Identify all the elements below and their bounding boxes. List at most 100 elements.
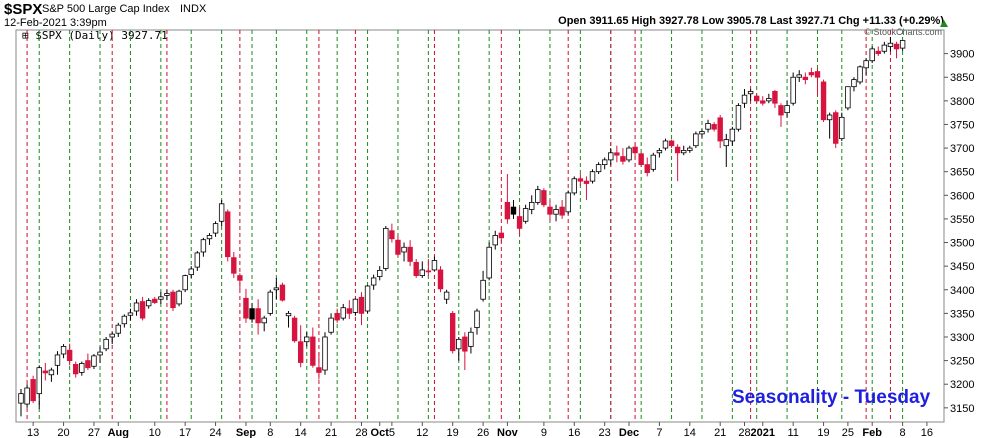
candle-body	[225, 211, 231, 258]
candle	[145, 298, 152, 309]
candle-body	[194, 252, 201, 268]
candle-body	[54, 354, 61, 366]
candle-body	[887, 42, 894, 47]
candle-body	[486, 246, 492, 279]
candle	[358, 292, 365, 326]
quote-line: Open 3911.65 High 3927.78 Low 3905.78 La…	[558, 15, 944, 27]
candle-body	[358, 296, 365, 314]
candle-body	[869, 48, 875, 62]
candle-body	[395, 239, 401, 255]
candle	[504, 174, 511, 224]
candle-body	[650, 154, 657, 170]
plot-frame	[15, 29, 945, 423]
candle	[498, 228, 505, 243]
candle-body	[352, 298, 359, 313]
candle	[127, 308, 134, 321]
candle-body	[608, 152, 614, 161]
candle	[687, 145, 693, 153]
candle-body	[328, 317, 334, 333]
candle	[54, 351, 61, 375]
y-tick-label: 3400	[950, 285, 974, 297]
candle-body	[310, 336, 316, 366]
candle-body	[498, 232, 505, 239]
x-tick-label: Oct	[371, 427, 390, 438]
candle	[522, 204, 529, 224]
candle-body	[103, 338, 109, 350]
legend-text: $SPX (Daily) 3927.71	[35, 29, 168, 42]
candle-body	[553, 209, 559, 215]
candle-body	[808, 72, 815, 76]
candle	[60, 344, 67, 359]
candle-body	[449, 312, 456, 352]
candle	[133, 299, 140, 316]
candle	[559, 200, 565, 219]
candle	[863, 58, 869, 75]
x-tick-label: 28	[738, 427, 750, 438]
candle	[790, 72, 796, 106]
candle-body	[109, 333, 115, 338]
candle	[212, 221, 219, 237]
x-tick-label: 26	[477, 427, 489, 438]
candle-body	[456, 338, 462, 350]
candle-body	[66, 349, 73, 362]
x-tick-label: 5	[389, 427, 395, 438]
candle	[851, 77, 857, 92]
candle-body	[839, 116, 845, 140]
candle-body	[753, 95, 760, 102]
candle	[164, 289, 170, 301]
candle-body	[899, 40, 906, 49]
candle	[66, 343, 73, 366]
candle	[370, 274, 377, 290]
credit-text: © StockCharts.com	[864, 27, 942, 37]
candle-body	[668, 140, 675, 147]
candle	[261, 315, 267, 332]
candle-body	[577, 178, 584, 182]
candle	[456, 336, 462, 361]
y-tick-label: 3250	[950, 356, 974, 368]
candle-body	[267, 291, 273, 314]
candle	[30, 375, 36, 404]
candle	[662, 138, 669, 151]
candle-body	[851, 79, 857, 88]
candle	[711, 122, 717, 132]
candle	[24, 384, 30, 408]
candle-body	[24, 387, 30, 405]
candle	[97, 346, 103, 363]
candle	[705, 119, 711, 133]
candle-body	[620, 156, 626, 162]
candle	[814, 67, 821, 97]
candle-body	[875, 50, 881, 55]
candle-body	[863, 60, 869, 69]
candle-body	[30, 379, 36, 402]
candle	[73, 361, 79, 378]
candle	[346, 300, 353, 320]
candle-body	[36, 367, 42, 395]
candle	[328, 313, 334, 335]
candle	[747, 89, 754, 101]
chart-datetime: 12-Feb-2021 3:39pm	[4, 17, 107, 29]
candle	[48, 367, 55, 382]
candle	[826, 112, 833, 139]
x-tick-label: 23	[599, 427, 611, 438]
candle-body	[814, 71, 821, 78]
candle	[589, 169, 596, 184]
candle-body	[218, 203, 225, 222]
candle	[237, 273, 243, 290]
legend-symbol-icon: ⊞	[22, 29, 29, 42]
candle	[231, 251, 237, 278]
candle	[152, 296, 158, 304]
candle-body	[535, 189, 541, 203]
candle-body	[583, 180, 590, 184]
y-tick-label: 3700	[950, 143, 974, 155]
candle	[650, 152, 657, 172]
candle-body	[145, 300, 152, 307]
candle-body	[571, 178, 577, 194]
y-tick-label: 3600	[950, 190, 974, 202]
candle-body	[796, 74, 802, 78]
candle-body	[474, 310, 480, 328]
candle-body	[541, 190, 547, 206]
candle	[893, 41, 900, 59]
y-axis: 3150 3200 3250 3300 3350 3400 3450 3500 3550 3600…	[944, 49, 974, 415]
candle	[601, 157, 608, 170]
candle-body	[383, 227, 389, 269]
